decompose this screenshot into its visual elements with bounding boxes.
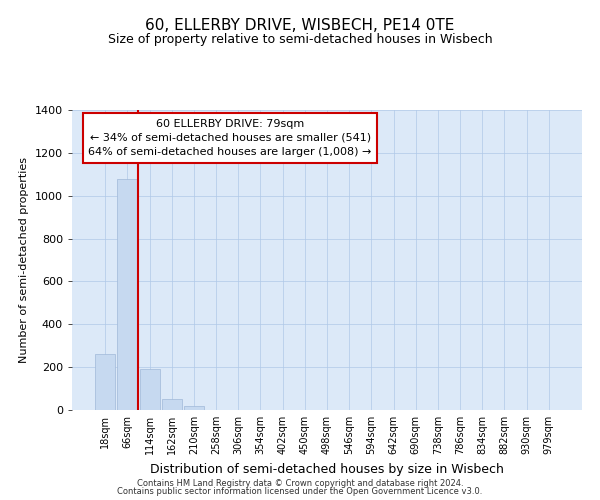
Text: Size of property relative to semi-detached houses in Wisbech: Size of property relative to semi-detach… (107, 32, 493, 46)
Y-axis label: Number of semi-detached properties: Number of semi-detached properties (19, 157, 29, 363)
Bar (95, 354, 115, 410)
Bar (184, 406, 204, 410)
Bar (162, 400, 182, 410)
Text: 60, ELLERBY DRIVE, WISBECH, PE14 0TE: 60, ELLERBY DRIVE, WISBECH, PE14 0TE (145, 18, 455, 32)
Text: 60 ELLERBY DRIVE: 79sqm
← 34% of semi-detached houses are smaller (541)
64% of s: 60 ELLERBY DRIVE: 79sqm ← 34% of semi-de… (88, 119, 372, 157)
X-axis label: Distribution of semi-detached houses by size in Wisbech: Distribution of semi-detached houses by … (150, 462, 504, 475)
Text: Contains public sector information licensed under the Open Government Licence v3: Contains public sector information licen… (118, 487, 482, 496)
Bar (118, 178, 137, 410)
Text: Contains HM Land Registry data © Crown copyright and database right 2024.: Contains HM Land Registry data © Crown c… (137, 478, 463, 488)
Bar (140, 370, 160, 410)
